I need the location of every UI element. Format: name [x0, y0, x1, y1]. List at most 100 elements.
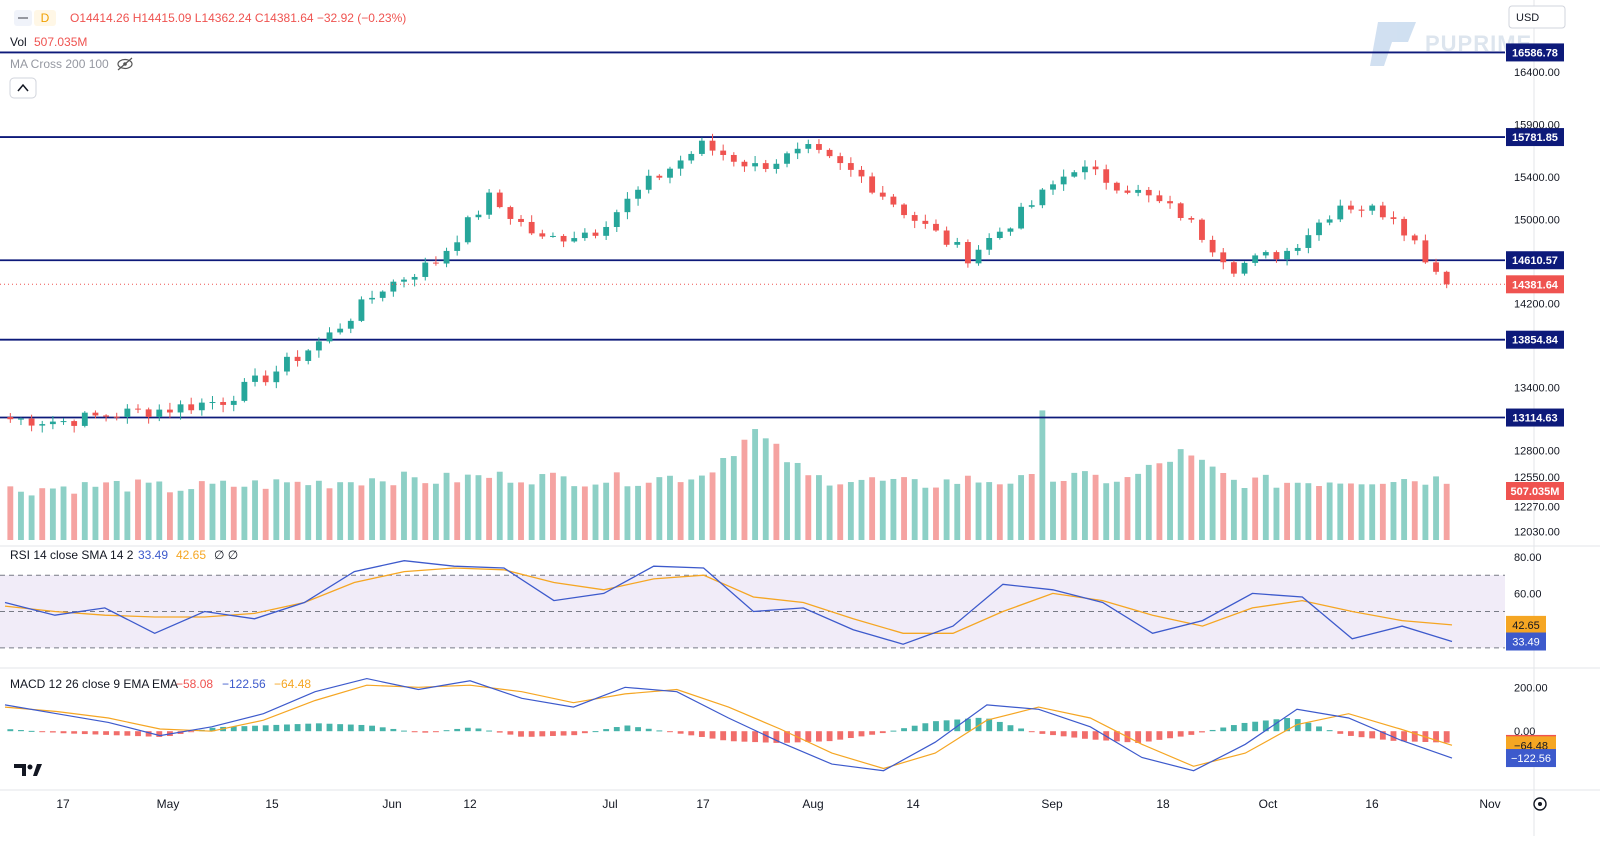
volume-bar: [1018, 475, 1025, 540]
macd-histogram-bar: [1284, 718, 1291, 732]
volume-bar: [752, 429, 759, 540]
level-price-tag: [1506, 128, 1564, 147]
time-tick-label: Aug: [802, 797, 823, 811]
volume-bar: [954, 483, 961, 540]
macd-histogram-bar: [954, 719, 961, 732]
macd-histogram-bar: [911, 725, 918, 732]
level-price-tag: [1506, 43, 1564, 62]
candle-body: [1050, 184, 1056, 190]
macd-label: MACD 12 26 close 9 EMA EMA: [10, 677, 178, 691]
ma-cross-label: MA Cross 200 100: [10, 57, 109, 71]
macd-histogram-bar: [369, 725, 375, 732]
volume-bar: [1209, 466, 1216, 540]
candle-body: [550, 235, 556, 237]
rsi-value: 33.49: [138, 548, 168, 562]
level-price-tag: [1506, 251, 1564, 270]
rsi-sma-tag: [1506, 615, 1546, 634]
last-price-label: 14381.64: [1512, 279, 1559, 291]
time-axis: 17 May 15 Jun 12 Jul 17 Aug 14 Sep 18 Oct 16 Nov: [56, 797, 1500, 811]
volume-bar: [156, 481, 163, 540]
time-tick-label: 16: [1365, 797, 1379, 811]
interval-badge[interactable]: [34, 10, 56, 26]
level-price-tag: [1506, 330, 1564, 349]
volume-bar: [571, 486, 578, 540]
volume-bar: [496, 471, 503, 540]
volume-tag-label: 507.035M: [1511, 486, 1560, 498]
currency-selector[interactable]: [1508, 5, 1566, 29]
macd-histogram-bar: [1305, 722, 1312, 732]
candle-body: [1401, 218, 1408, 236]
candle-body: [1284, 250, 1291, 260]
macd-histogram-bar: [1039, 731, 1046, 734]
macd-histogram-bar: [230, 726, 237, 732]
hidden-eye-icon[interactable]: [117, 57, 133, 71]
macd-histogram-bar: [1294, 719, 1301, 732]
level-price-label: 16586.78: [1512, 47, 1558, 59]
macd-histogram-bar: [422, 731, 429, 733]
candle-body: [124, 408, 131, 417]
volume-bar: [390, 485, 397, 540]
macd-histogram-bar: [1433, 731, 1439, 743]
settings-gear-icon[interactable]: [1533, 797, 1547, 811]
macd-histogram-bar: [379, 727, 386, 732]
macd-histogram-bar: [1082, 731, 1088, 739]
candle-body: [1347, 205, 1354, 210]
macd-histogram-bar: [645, 728, 652, 732]
candle-body: [390, 281, 397, 292]
time-tick-label: 14: [906, 797, 920, 811]
macd-histogram-bar: [1379, 731, 1386, 740]
candle-body: [411, 276, 418, 280]
rsi-lines: [4, 560, 1453, 645]
macd-histogram-bar: [571, 731, 578, 736]
candle-body: [326, 332, 333, 342]
candle-body: [1082, 166, 1088, 173]
candle-body: [922, 220, 929, 224]
candle-body: [1379, 205, 1386, 218]
price-tick-label: 15400.00: [1514, 172, 1560, 184]
volume-bar: [1060, 480, 1067, 540]
candle-body: [1220, 252, 1227, 263]
volume-bar: [1039, 410, 1046, 540]
macd-histogram-bar: [1156, 731, 1163, 740]
volume-bars: [7, 410, 1450, 540]
candle-body: [1103, 169, 1110, 183]
volume-bar: [1262, 474, 1269, 540]
candle-body: [986, 237, 993, 250]
candle-body: [592, 232, 599, 236]
volume-bar: [1188, 455, 1195, 540]
macd-histogram-bar: [741, 731, 748, 742]
candle-body: [305, 350, 312, 361]
candle-body: [422, 262, 429, 277]
candle-body: [805, 144, 812, 149]
volume-bar: [1390, 482, 1397, 540]
macd-histogram-bar: [773, 731, 780, 743]
volume-bar: [177, 490, 184, 540]
macd-histogram-bar: [752, 731, 759, 743]
candle-body: [1337, 205, 1344, 220]
macd-histogram-bar: [337, 724, 344, 732]
macd-histogram-bar: [1018, 728, 1025, 732]
volume-bar: [603, 482, 610, 540]
candle-body: [1071, 172, 1078, 177]
volume-bar: [645, 482, 652, 540]
candle-body: [507, 207, 514, 219]
volume-bar: [315, 480, 322, 540]
rsi-extra: ∅ ∅: [214, 548, 238, 562]
candle-body: [39, 424, 46, 426]
volume-bar: [741, 439, 748, 540]
collapse-legend-button[interactable]: [9, 77, 37, 99]
volume-bar: [411, 477, 418, 540]
volume-bar: [1071, 472, 1078, 540]
candle-body: [847, 163, 854, 170]
volume-bar: [294, 481, 301, 540]
volume-bar: [241, 486, 248, 540]
macd-histogram-bar: [358, 724, 365, 732]
candle-body: [1199, 219, 1205, 240]
macd-histogram-bar: [92, 731, 99, 735]
volume-bar: [124, 491, 131, 540]
candle-body: [1018, 206, 1025, 229]
volume-bar: [1273, 487, 1280, 540]
volume-bar: [784, 462, 790, 540]
